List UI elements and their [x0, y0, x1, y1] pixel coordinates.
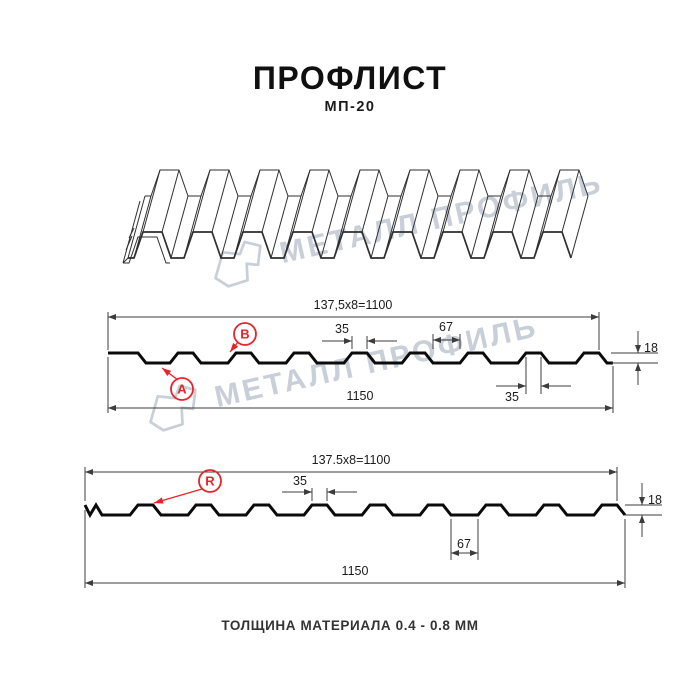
marker-r: R — [153, 469, 222, 504]
cross-section-bottom: 137.5x8=1100 35 67 18 1150 R — [83, 453, 662, 588]
marker-b-label: B — [240, 327, 249, 342]
dim-overall-top: 1150 — [347, 389, 374, 403]
dim-overall-bottom: 1150 — [342, 564, 369, 578]
profile-outline — [108, 351, 613, 365]
dim-valley-bottom: 67 — [457, 537, 471, 551]
marker-a: A — [161, 367, 194, 401]
profile-3d-view — [122, 169, 589, 264]
marker-a-label: A — [177, 382, 187, 397]
dim-rib-top-bottom-section: 35 — [293, 474, 307, 488]
cross-section-top: 137,5x8=1100 35 67 35 18 1150 A B — [107, 298, 658, 413]
dimension-lines — [84, 467, 662, 588]
product-model: МП-20 — [324, 99, 376, 115]
profile-outline — [83, 502, 627, 519]
dim-rib-bottom: 35 — [505, 390, 519, 404]
dim-valley-top: 67 — [439, 320, 453, 334]
dim-coverage-top: 137,5x8=1100 — [314, 298, 393, 312]
dim-rib-top: 35 — [335, 322, 349, 336]
dim-height-bottom: 18 — [648, 493, 662, 507]
marker-r-label: R — [205, 474, 215, 489]
page-title: ПРОФЛИСТ — [252, 60, 448, 96]
dim-height-top: 18 — [644, 341, 658, 355]
thickness-note: ТОЛЩИНА МАТЕРИАЛА 0.4 - 0.8 ММ — [221, 618, 479, 633]
marker-b: B — [229, 322, 257, 353]
dim-coverage-bottom: 137.5x8=1100 — [312, 453, 391, 467]
